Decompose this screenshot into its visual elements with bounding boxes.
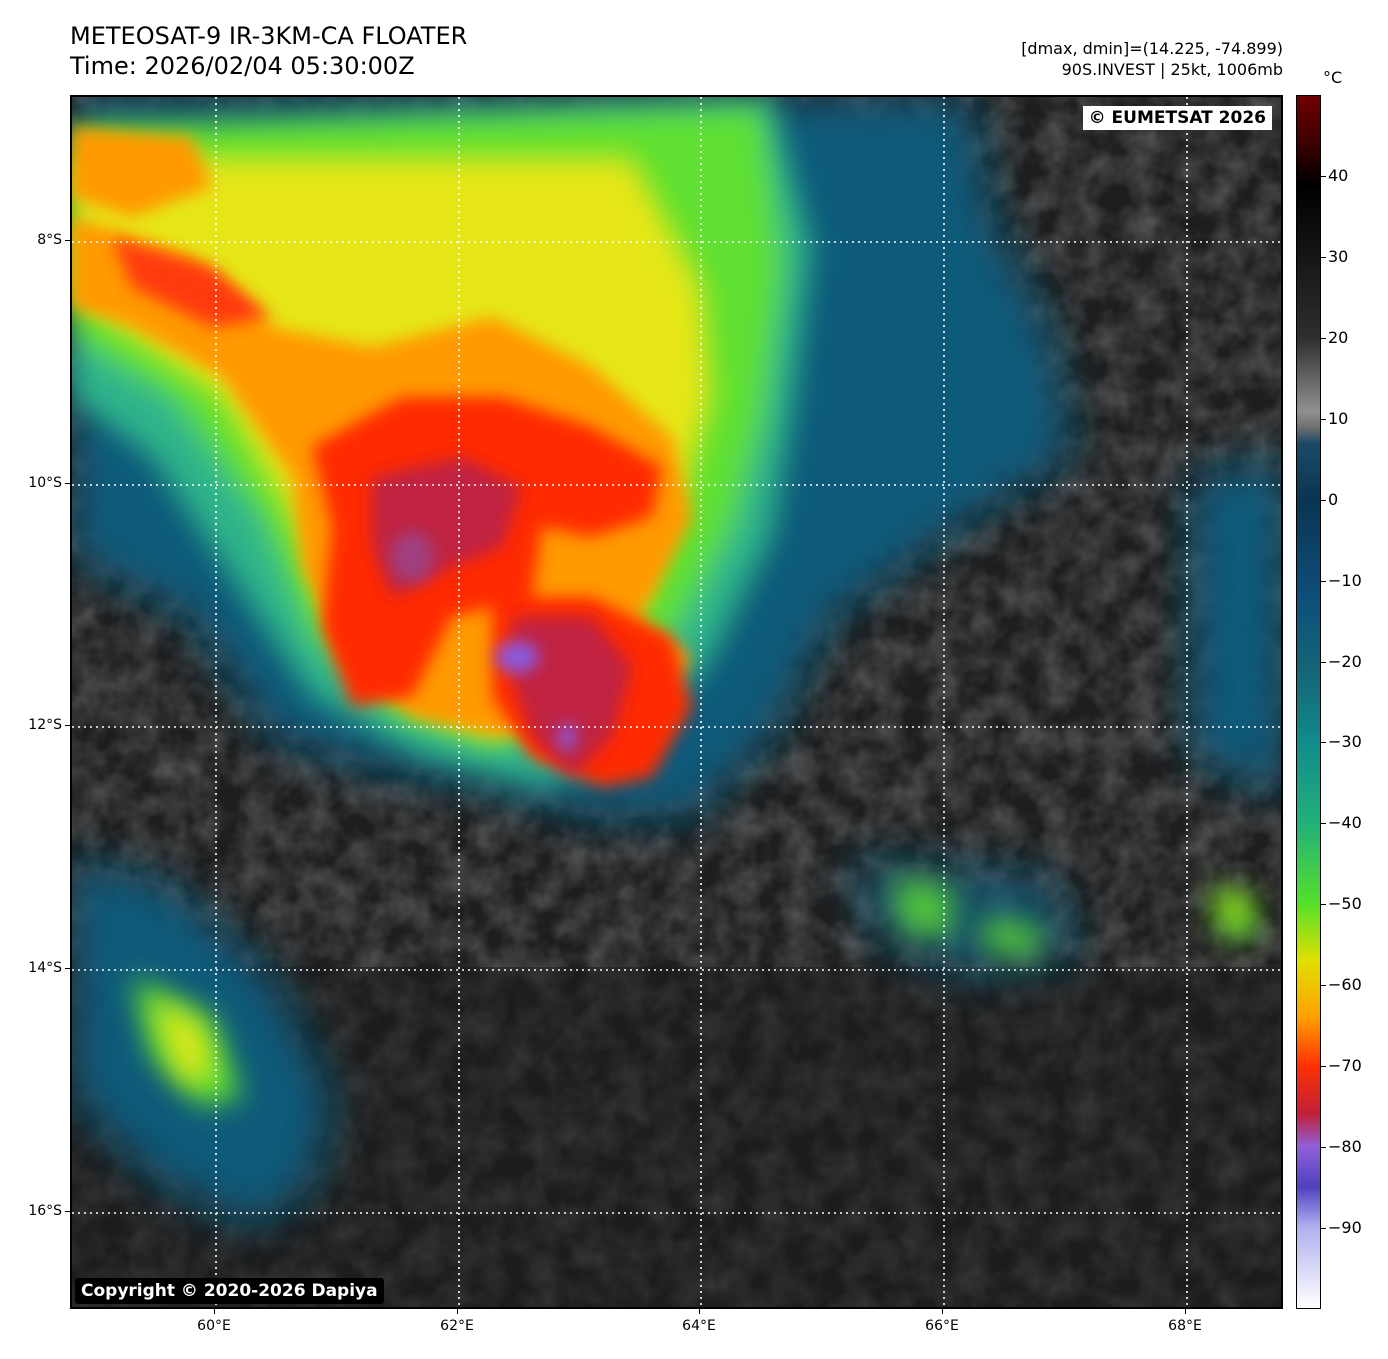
lon-tick [1185,1309,1186,1314]
lat-tick [65,483,70,484]
dapiya-copyright: Copyright © 2020-2026 Dapiya [75,1278,384,1304]
lon-tick [942,1309,943,1314]
colorbar-tick-label: −40 [1328,813,1362,833]
colorbar-tick-label: −30 [1328,732,1362,752]
satellite-image [72,97,1281,1307]
lat-tick [65,968,70,969]
colorbar-tick-mark [1321,337,1326,339]
colorbar-tick-label: −80 [1328,1137,1362,1157]
lon-label-68e: 68°E [1168,1318,1202,1334]
colorbar-tick-mark [1321,985,1326,987]
lon-label-60e: 60°E [197,1318,231,1334]
lat-tick [65,1211,70,1212]
colorbar-tick-label: 10 [1328,408,1349,428]
lat-label-16s: 16°S [28,1203,62,1219]
colorbar-tick-mark [1321,661,1326,663]
lat-tick [65,725,70,726]
colorbar-tick-mark [1321,580,1326,582]
colorbar-tick-mark [1321,175,1326,177]
title-line-1: METEOSAT-9 IR-3KM-CA FLOATER [70,22,468,50]
info-storm: 90S.INVEST | 25kt, 1006mb [1061,60,1283,79]
colorbar-tick-label: −60 [1328,975,1362,995]
lon-tick [214,1309,215,1314]
lat-label-8s: 8°S [37,232,62,248]
colorbar-tick-label: −50 [1328,894,1362,914]
colorbar-tick-label: −70 [1328,1056,1362,1076]
lon-label-62e: 62°E [440,1318,474,1334]
lat-label-10s: 10°S [28,475,62,491]
colorbar-tick-mark [1321,1066,1326,1068]
lon-label-66e: 66°E [925,1318,959,1334]
colorbar-tick-mark [1321,904,1326,906]
colorbar-tick-label: −90 [1328,1218,1362,1238]
colorbar-tick-mark [1321,499,1326,501]
colorbar-tick-mark [1321,823,1326,825]
lat-label-14s: 14°S [28,960,62,976]
info-dmax-dmin: [dmax, dmin]=(14.225, -74.899) [1021,39,1283,58]
colorbar-tick-mark [1321,742,1326,744]
colorbar [1296,95,1321,1309]
lat-label-12s: 12°S [28,717,62,733]
eumetsat-copyright: © EUMETSAT 2026 [1082,106,1272,130]
colorbar-tick-mark [1321,256,1326,258]
colorbar-tick-label: 0 [1328,489,1339,509]
colorbar-tick-mark [1321,418,1326,420]
colorbar-tick-mark [1321,1228,1326,1230]
colorbar-unit: °C [1323,68,1343,87]
title-line-2: Time: 2026/02/04 05:30:00Z [70,52,415,80]
lat-tick [65,240,70,241]
satellite-map: © EUMETSAT 2026 Copyright © 2020-2026 Da… [70,95,1283,1309]
lon-tick [457,1309,458,1314]
lon-tick [699,1309,700,1314]
colorbar-tick-mark [1321,1147,1326,1149]
colorbar-tick-label: 30 [1328,246,1349,266]
colorbar-tick-label: 20 [1328,327,1349,347]
lon-label-64e: 64°E [682,1318,716,1334]
colorbar-tick-label: −20 [1328,651,1362,671]
colorbar-tick-label: −10 [1328,570,1362,590]
colorbar-tick-label: 40 [1328,165,1349,185]
